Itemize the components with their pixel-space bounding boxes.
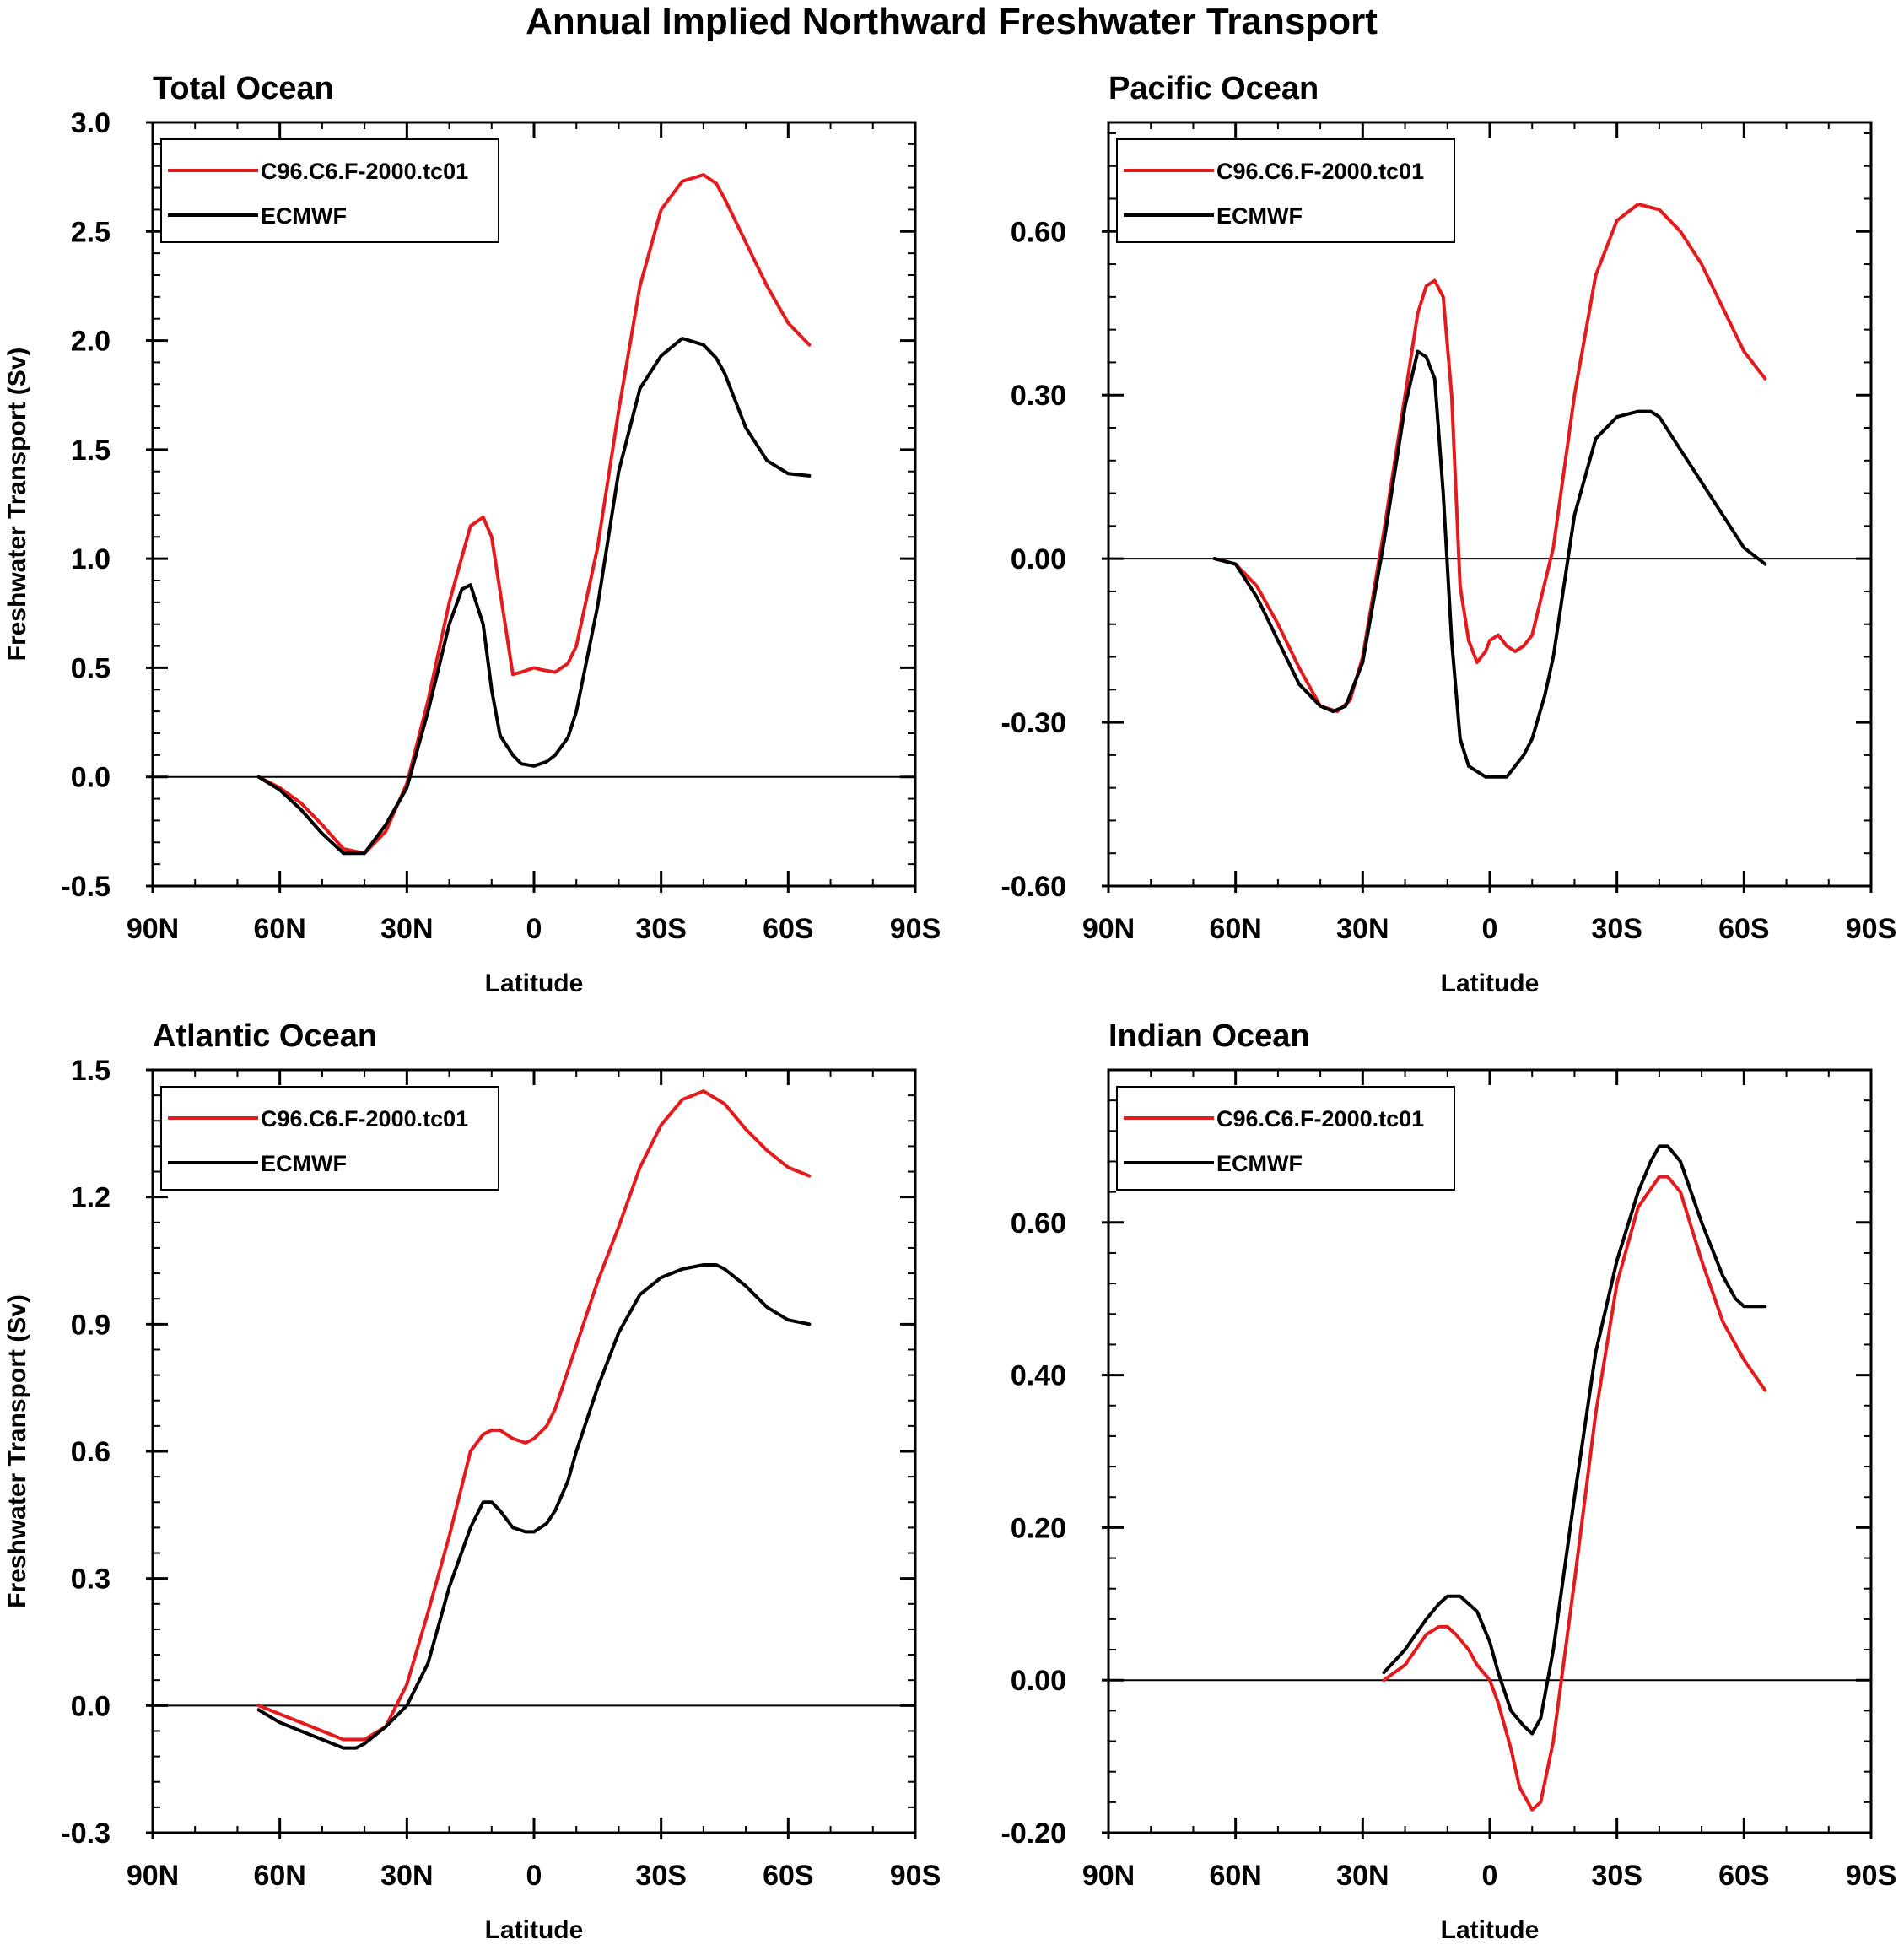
y-tick-label: 2.0 [71,326,111,358]
panel-title: Pacific Ocean [1108,71,1319,106]
x-tick-label: 90N [1082,1860,1135,1892]
plot-frame [151,121,917,888]
series-line-reference [1212,349,1767,779]
x-tick-label: 0 [526,1860,542,1892]
legend-box [160,1086,499,1191]
y-tick-label: 1.0 [71,543,111,575]
y-tick-label: 0.60 [1011,1207,1066,1240]
y-tick-label: -0.5 [61,871,111,903]
y-tick-label: 0.0 [71,762,111,794]
series-line-reference [256,337,812,856]
x-tick-label: 30N [380,1860,433,1892]
legend-label: C96.C6.F-2000.tc01 [1216,1106,1424,1132]
x-axis-label: Latitude [1441,970,1540,997]
x-tick-label: 30S [1591,913,1642,945]
x-tick-label: 30S [635,913,687,945]
x-tick-label: 60S [763,1860,814,1892]
y-axis-label: Freshwater Transport (Sv) [3,348,31,662]
x-tick-label: 0 [1482,913,1498,945]
x-tick-label: 90S [890,1860,941,1892]
legend: C96.C6.F-2000.tc01 ECMWF [1116,1086,1455,1191]
panel-indian-ocean: Indian Ocean 90N 60N 30N 0 30S 60S 90S -0.20 0.00… [1001,1018,1897,1944]
x-tick-label: 90S [1846,913,1897,945]
y-tick-label: -0.3 [61,1818,111,1850]
x-axis-label: Latitude [485,970,584,997]
panel-atlantic-ocean: Atlantic Ocean 90N 60N 30N 0 30S 60S 90S -0.3 0.0… [3,1018,941,1944]
series-line-reference [256,1263,812,1750]
x-tick-label: 60S [763,913,814,945]
x-tick-label: 90N [1082,913,1135,945]
y-tick-label: 0.00 [1011,1665,1066,1697]
x-tick-label: 30S [635,1860,687,1892]
x-tick-label: 30N [1336,1860,1389,1892]
y-tick-label: 0.3 [71,1564,111,1596]
x-tick-label: 30S [1591,1860,1642,1892]
y-tick-label: 3.0 [71,107,111,139]
y-tick-label: -0.60 [1001,871,1067,903]
x-tick-label: 30N [380,913,433,945]
series-line-reference [1382,1144,1767,1736]
x-tick-label: 60N [1209,913,1261,945]
y-tick-label: 0.5 [71,652,111,684]
series-line-model [1212,203,1767,714]
y-tick-label: -0.30 [1001,707,1067,739]
panel-title: Atlantic Ocean [153,1018,377,1054]
x-tick-label: 30N [1336,913,1389,945]
legend-box [1116,1086,1455,1191]
x-tick-label: 60S [1718,913,1770,945]
x-tick-label: 90N [127,913,179,945]
y-tick-label: 1.2 [71,1182,111,1214]
x-tick-label: 90S [890,913,941,945]
y-tick-label: 0.30 [1011,380,1066,412]
y-tick-label: -0.20 [1001,1818,1067,1850]
y-tick-label: 0.60 [1011,216,1066,248]
legend-label: ECMWF [261,1151,347,1176]
y-tick-label: 1.5 [71,435,111,467]
y-tick-label: 0.40 [1011,1360,1066,1392]
y-tick-label: 0.9 [71,1309,111,1341]
y-axis-label: Freshwater Transport (Sv) [3,1294,31,1608]
x-tick-label: 60S [1718,1860,1770,1892]
legend: C96.C6.F-2000.tc01 ECMWF [1116,138,1455,243]
legend-label: C96.C6.F-2000.tc01 [1216,159,1424,184]
legend-label: C96.C6.F-2000.tc01 [261,1106,468,1132]
x-axis-label: Latitude [1441,1916,1540,1944]
legend: C96.C6.F-2000.tc01 ECMWF [160,1086,499,1191]
y-tick-label: 2.5 [71,216,111,248]
x-tick-label: 90N [127,1860,179,1892]
legend-label: ECMWF [1216,1151,1303,1176]
y-tick-label: 0.6 [71,1436,111,1468]
x-tick-label: 60N [253,913,305,945]
y-tick-label: 0.20 [1011,1512,1066,1544]
x-tick-label: 90S [1846,1860,1897,1892]
legend-label: ECMWF [261,203,347,229]
panel-title: Indian Ocean [1108,1018,1310,1054]
plot-frame [151,1068,917,1834]
legend-label: C96.C6.F-2000.tc01 [261,159,468,184]
x-tick-label: 0 [526,913,542,945]
y-tick-label: 1.5 [71,1055,111,1087]
series-line-model [256,1089,812,1742]
panel-pacific-ocean: Pacific Ocean 90N 60N 30N 0 30S 60S 90S -0.60 -0.… [1001,71,1897,997]
legend: C96.C6.F-2000.tc01 ECMWF [160,138,499,243]
panel-title: Total Ocean [153,71,334,106]
y-tick-label: 0.0 [71,1690,111,1722]
legend-box [160,138,499,243]
y-tick-label: 0.00 [1011,543,1066,575]
figure-title: Annual Implied Northward Freshwater Tran… [526,1,1378,42]
series-line-model [256,173,812,856]
plot-frame [1107,1068,1873,1834]
panel-total-ocean: Total Ocean 90N 60N 30N 0 30S 60S 90S -0.5 0.0 0.5… [3,71,941,997]
plot-frame [1107,121,1873,888]
series-line-model [1382,1175,1767,1812]
legend-label: ECMWF [1216,203,1303,229]
x-tick-label: 0 [1482,1860,1498,1892]
x-axis-label: Latitude [485,1916,584,1944]
x-tick-label: 60N [1209,1860,1261,1892]
legend-box [1116,138,1455,243]
x-tick-label: 60N [253,1860,305,1892]
